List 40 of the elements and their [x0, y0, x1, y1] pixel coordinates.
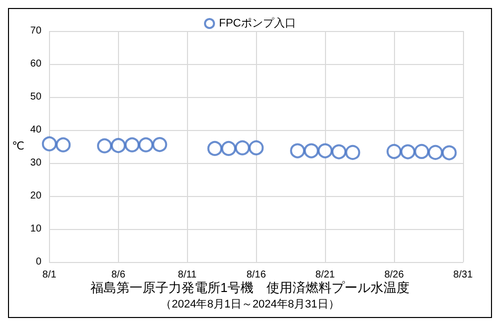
x-tick-label: 8/26: [384, 270, 404, 280]
point: [331, 144, 346, 160]
text: 福島第一原子力発電所1号機 使用済燃料プール水温度: [90, 280, 410, 295]
y-tick-label: 20: [30, 190, 42, 202]
point: [124, 137, 140, 152]
y-tick-label: 50: [30, 92, 42, 102]
y-tick-label: 70: [30, 26, 42, 36]
x-tick-label: 8/1: [42, 270, 57, 280]
point: [56, 137, 71, 152]
point: [345, 144, 360, 160]
point: [400, 144, 416, 160]
point: [428, 144, 443, 160]
y-tick-label: 30: [30, 158, 42, 168]
text: （2024年8月1日～2024年8月31日）: [160, 298, 340, 310]
y-tick-label: 40: [30, 124, 42, 136]
point: [110, 138, 126, 154]
point: [42, 136, 57, 152]
x-tick-label: 8/11: [178, 270, 198, 280]
point: [207, 140, 222, 156]
point: [442, 145, 457, 160]
point: [97, 138, 112, 154]
x-tick-label: 8/31: [453, 270, 474, 280]
point: [248, 140, 264, 156]
x-tick-label: 8/16: [246, 270, 266, 280]
point: [234, 140, 250, 156]
y-tick-label: 60: [30, 58, 42, 70]
legend-label: FPCポンプ入口: [219, 16, 296, 30]
point: [304, 143, 319, 158]
point: [221, 140, 236, 156]
point: [318, 143, 333, 158]
point: [152, 137, 168, 152]
y-tick-label: 0: [36, 256, 42, 268]
point: [414, 144, 430, 159]
y-axis-title: ℃: [12, 140, 24, 152]
point: [290, 143, 306, 158]
x-tick-label: 8/21: [315, 270, 336, 280]
y-tick-label: 10: [30, 224, 42, 234]
x-tick-label: 8/6: [111, 270, 126, 280]
point: [138, 137, 154, 152]
point: [386, 144, 402, 159]
